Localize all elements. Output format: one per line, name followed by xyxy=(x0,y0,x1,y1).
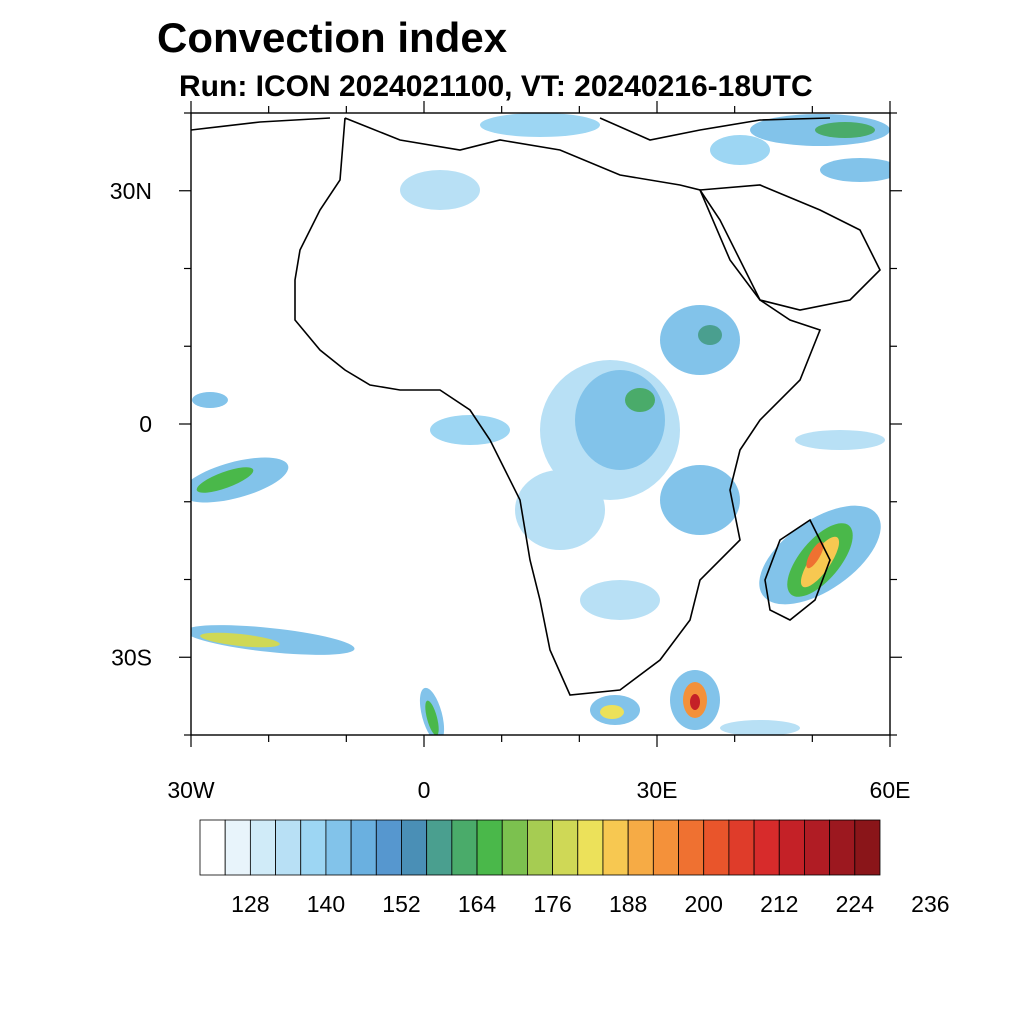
lon-tick-label: 60E xyxy=(870,777,911,803)
convection-region xyxy=(795,430,885,450)
convection-region xyxy=(720,720,800,735)
convection-region xyxy=(425,700,439,735)
convection-region xyxy=(690,694,700,710)
convection-region xyxy=(710,135,770,165)
lon-tick-label: 0 xyxy=(418,777,431,803)
colorbar-swatch xyxy=(224,819,251,876)
colorbar-swatch xyxy=(527,819,553,876)
convection-region xyxy=(192,392,228,408)
colorbar-swatch xyxy=(325,819,352,876)
lon-tick-label: 30W xyxy=(167,777,215,803)
convection-region xyxy=(196,467,254,493)
coastlines xyxy=(191,117,881,696)
colorbar-swatch xyxy=(552,819,579,876)
colorbar-label: 212 xyxy=(760,891,798,917)
convection-region xyxy=(806,541,824,569)
convection-region xyxy=(430,415,510,445)
colorbar-swatch xyxy=(476,819,503,876)
colorbar xyxy=(199,819,881,876)
colorbar-swatch xyxy=(804,819,831,876)
colorbar-label: 128 xyxy=(231,891,269,917)
lat-tick-label: 0 xyxy=(139,411,152,437)
convection-region xyxy=(600,705,624,719)
colorbar-swatch xyxy=(401,819,428,876)
axis-ticks xyxy=(179,101,902,747)
colorbar-label: 176 xyxy=(533,891,571,917)
colorbar-label: 164 xyxy=(458,891,497,917)
colorbar-label: 152 xyxy=(382,891,420,917)
convection-region xyxy=(820,158,890,182)
convection-region xyxy=(580,580,660,620)
colorbar-swatch xyxy=(350,819,377,876)
colorbar-swatch xyxy=(778,819,805,876)
convection-region xyxy=(575,370,665,470)
colorbar-swatch xyxy=(275,819,302,876)
convection-region xyxy=(625,388,655,412)
convection-region xyxy=(480,113,600,137)
colorbar-swatch xyxy=(426,819,453,876)
madagascar-coastline xyxy=(764,518,831,621)
colorbar-swatch xyxy=(577,819,604,876)
lat-tick-label: 30N xyxy=(110,178,152,204)
colorbar-swatch xyxy=(652,819,679,876)
convection-region xyxy=(400,170,480,210)
convection-field xyxy=(191,113,890,735)
colorbar-swatch xyxy=(678,819,705,876)
colorbar-swatch xyxy=(602,819,629,876)
lon-tick-label: 30E xyxy=(637,777,678,803)
colorbar-swatch xyxy=(451,819,478,876)
convection-region xyxy=(200,632,280,648)
convection-region xyxy=(800,536,840,588)
colorbar-label: 188 xyxy=(609,891,647,917)
colorbar-label: 236 xyxy=(911,891,949,917)
colorbar-label: 200 xyxy=(685,891,723,917)
axis-tick-labels: 30W 0 30E 60E 30N 0 30S xyxy=(110,178,911,803)
convection-region xyxy=(698,325,722,345)
convection-region xyxy=(515,470,605,550)
colorbar-labels: 128 140 152 164 176 188 200 212 224 236 xyxy=(231,891,949,917)
colorbar-swatch xyxy=(300,819,327,876)
colorbar-swatch xyxy=(501,819,528,876)
colorbar-swatch xyxy=(375,819,402,876)
colorbar-swatch xyxy=(199,819,226,876)
arabia-coastline xyxy=(698,184,881,311)
colorbar-label: 140 xyxy=(307,891,345,917)
colorbar-swatch xyxy=(249,819,276,876)
convection-region xyxy=(660,465,740,535)
lat-tick-label: 30S xyxy=(111,644,152,670)
chart-subtitle: Run: ICON 2024021100, VT: 20240216-18UTC xyxy=(179,70,813,103)
colorbar-swatch xyxy=(703,819,730,876)
colorbar-swatch xyxy=(627,819,654,876)
colorbar-swatch xyxy=(829,819,856,876)
colorbar-swatch xyxy=(854,819,881,876)
colorbar-swatch xyxy=(728,819,755,876)
colorbar-swatch xyxy=(753,819,780,876)
africa-coastline xyxy=(294,117,822,696)
europe-coastline xyxy=(191,117,831,141)
chart-title: Convection index xyxy=(157,14,508,61)
convection-region xyxy=(815,122,875,138)
colorbar-label: 224 xyxy=(836,891,875,917)
